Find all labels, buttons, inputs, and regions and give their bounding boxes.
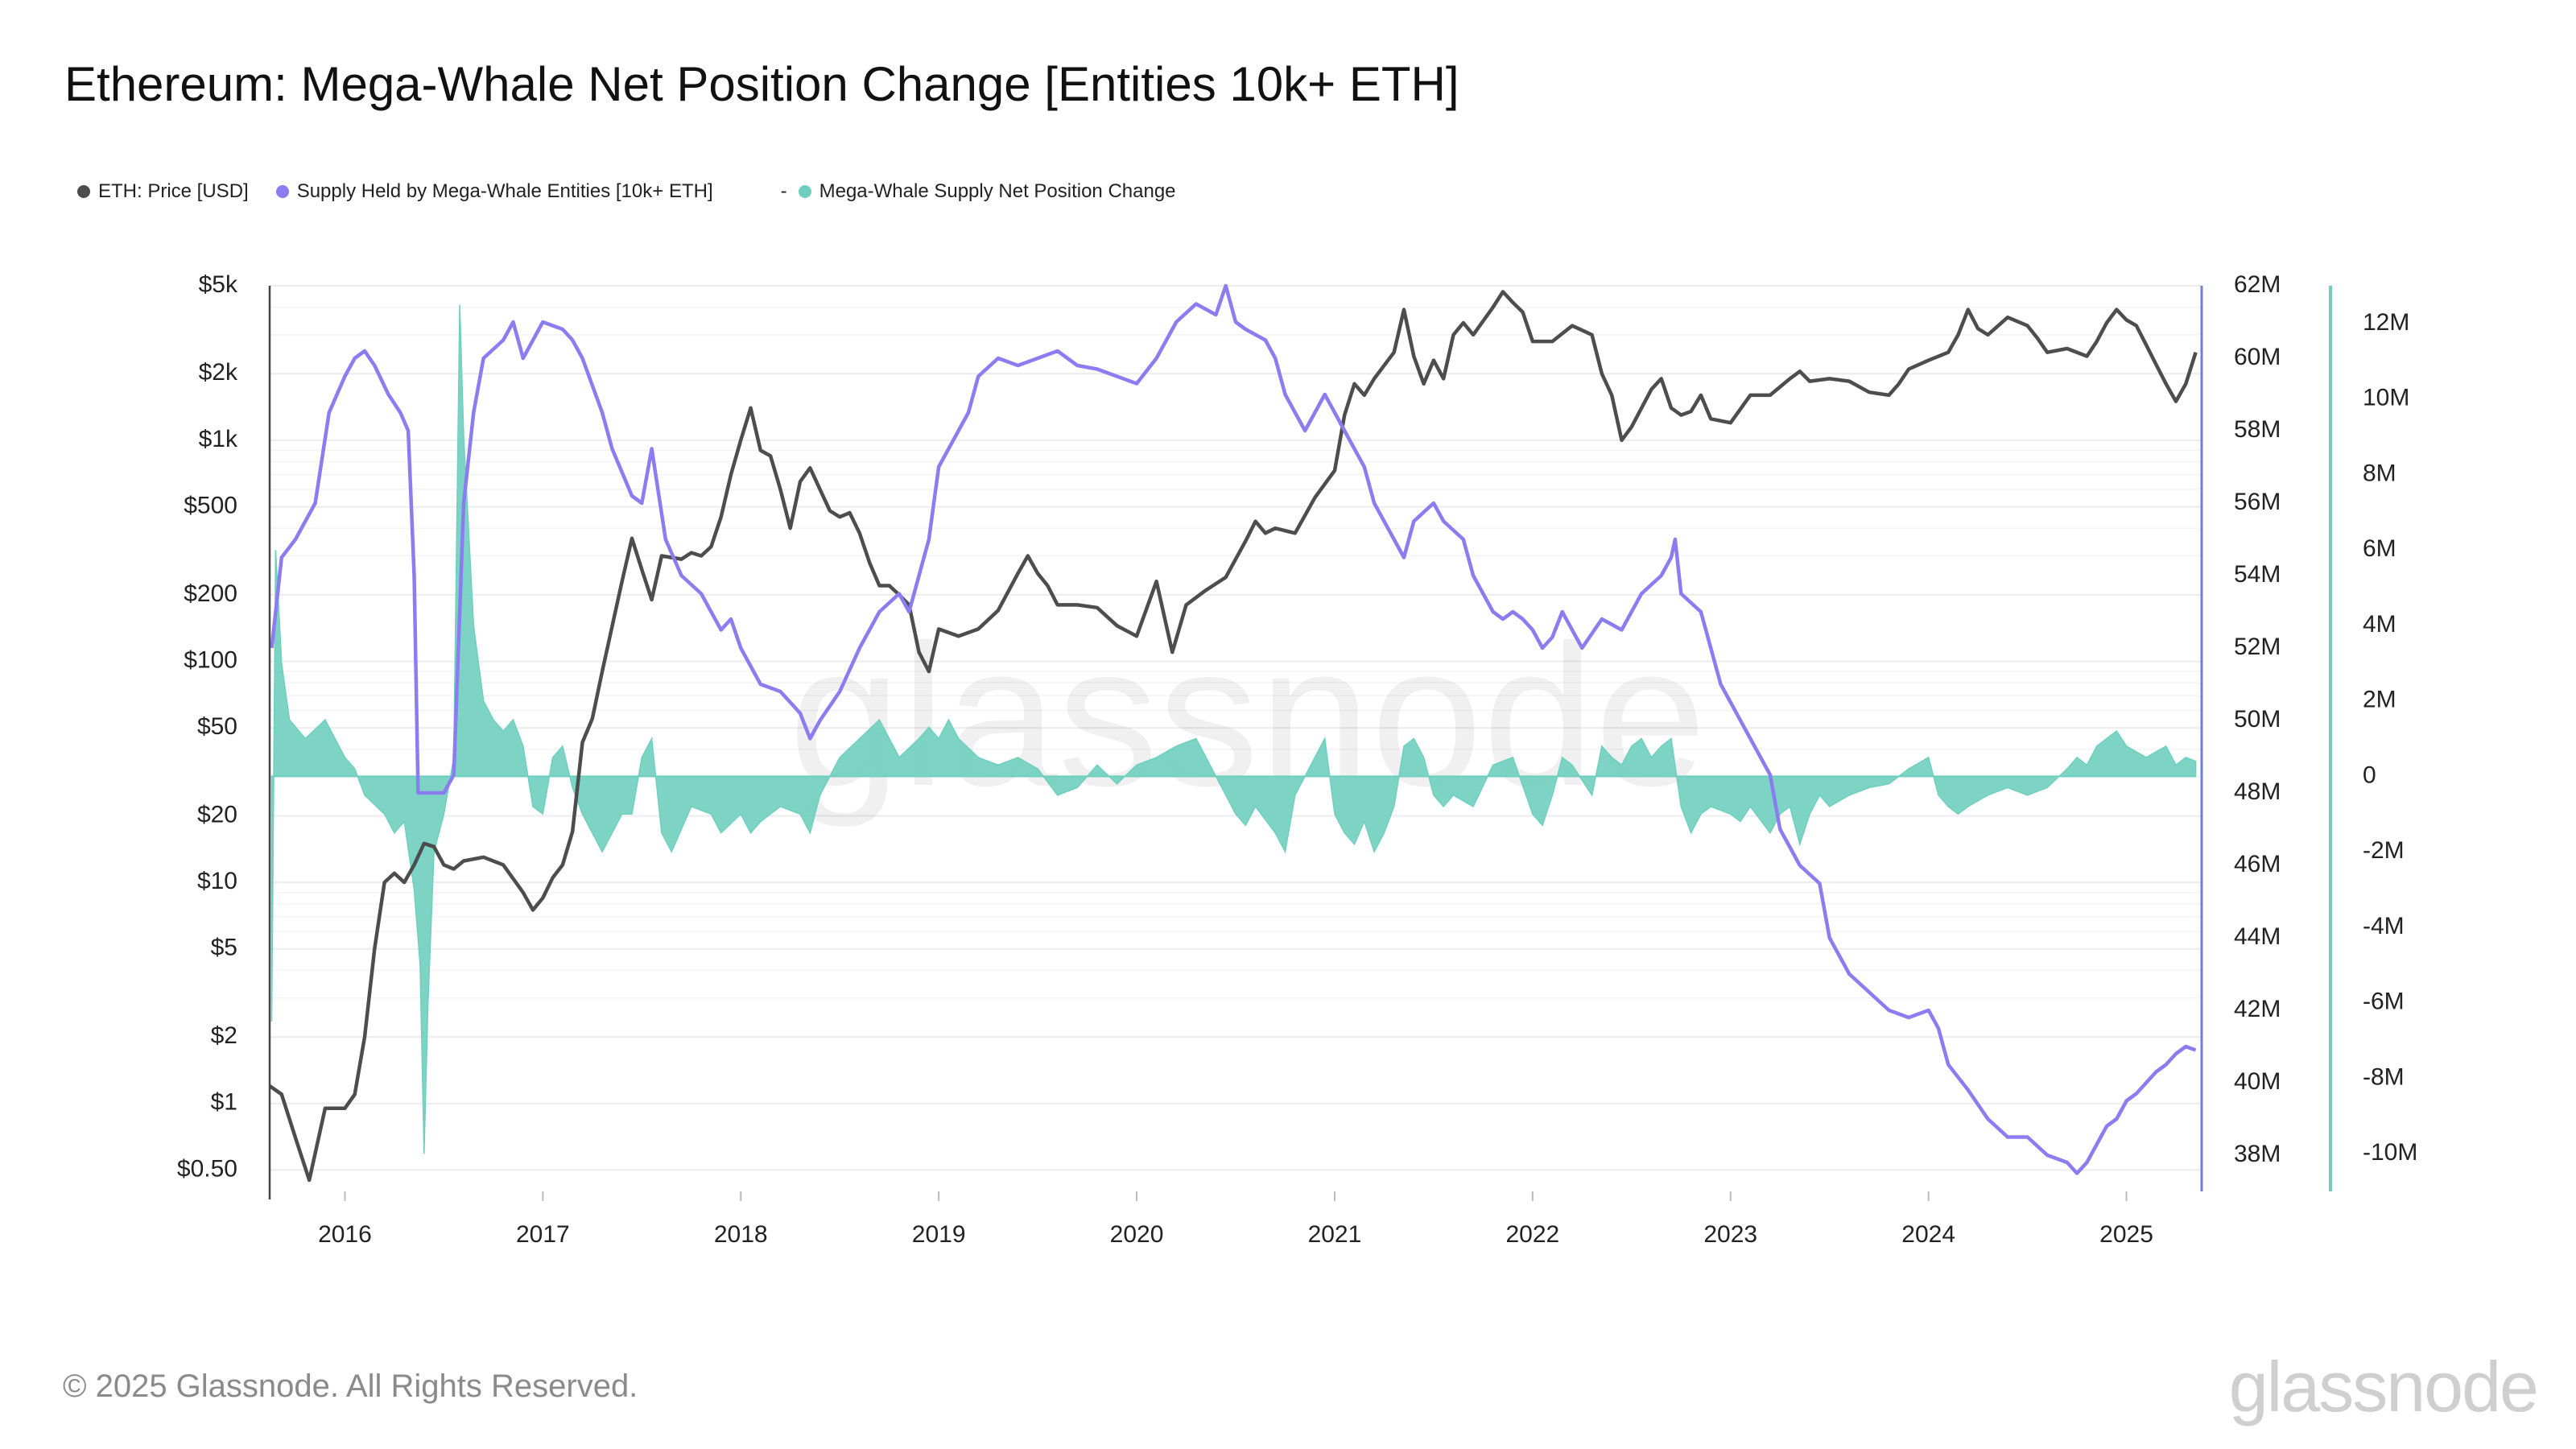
supply-tick-label: 62M	[2234, 271, 2281, 298]
net-change-tick-label: 2M	[2363, 687, 2396, 713]
price-tick-label: $20	[197, 801, 237, 828]
price-tick-label: $0.50	[177, 1155, 237, 1182]
net-change-tick-label: 6M	[2363, 535, 2396, 562]
net-change-tick-label: -2M	[2363, 837, 2405, 864]
x-tick-label: 2022	[1505, 1221, 1559, 1248]
legend-item-supply[interactable]: Supply Held by Mega-Whale Entities [10k+…	[275, 180, 713, 203]
x-tick-label: 2024	[1901, 1221, 1955, 1248]
series-line-supply	[270, 283, 2197, 1175]
supply-tick-label: 44M	[2234, 923, 2281, 950]
chart-legend: ETH: Price [USD] Supply Held by Mega-Wha…	[77, 180, 1203, 203]
copyright-footer: © 2025 Glassnode. All Rights Reserved.	[63, 1368, 638, 1404]
price-tick-label: $5k	[199, 271, 238, 298]
supply-tick-label: 54M	[2234, 561, 2281, 588]
legend-item-net-change[interactable]: Mega-Whale Supply Net Position Change	[798, 180, 1176, 203]
axes-layer	[268, 286, 2332, 1199]
brand-logo: glassnode	[2228, 1347, 2539, 1426]
net-change-tick-label: -4M	[2363, 913, 2405, 939]
supply-tick-label: 42M	[2234, 996, 2281, 1022]
price-tick-label: $500	[184, 493, 237, 519]
legend-dash: -	[780, 180, 787, 202]
x-tick-label: 2021	[1308, 1221, 1362, 1248]
price-tick-label: $1	[211, 1089, 237, 1116]
net-change-tick-label: 10M	[2363, 385, 2409, 411]
x-tick-label: 2016	[318, 1221, 372, 1248]
price-tick-label: $50	[197, 713, 237, 740]
supply-tick-label: 50M	[2234, 706, 2281, 733]
legend-item-price[interactable]: ETH: Price [USD]	[77, 180, 249, 203]
supply-tick-label: 38M	[2234, 1141, 2281, 1167]
price-tick-label: $200	[184, 580, 237, 607]
supply-tick-label: 48M	[2234, 778, 2281, 805]
price-tick-label: $2k	[199, 359, 238, 386]
net-change-tick-label: 4M	[2363, 611, 2396, 638]
net-change-tick-label: 0	[2363, 762, 2376, 788]
tick-labels-layer: $5k $2k $1k $500 $200 $100 $50 $20 $10 $5 $2 $1 $0.5…	[177, 271, 2417, 1248]
supply-tick-label: 40M	[2234, 1068, 2281, 1095]
series-area-net-change	[270, 304, 2197, 1154]
legend-dot-supply	[275, 185, 289, 198]
price-tick-label: $100	[184, 646, 237, 673]
x-tick-label: 2019	[912, 1221, 966, 1248]
x-tick-label: 2025	[2099, 1221, 2153, 1248]
net-change-area-layer	[270, 304, 2197, 1154]
x-tick-label: 2018	[714, 1221, 768, 1248]
legend-label-price: ETH: Price [USD]	[98, 180, 249, 202]
net-change-tick-label: 12M	[2363, 309, 2409, 336]
x-tick-label: 2017	[516, 1221, 570, 1248]
supply-tick-label: 46M	[2234, 851, 2281, 877]
net-change-tick-label: -10M	[2363, 1139, 2417, 1166]
legend-dot-net-change	[798, 185, 811, 198]
legend-dot-price	[77, 185, 90, 198]
net-change-tick-label: -8M	[2363, 1063, 2405, 1090]
price-tick-label: $2	[211, 1022, 237, 1049]
supply-tick-label: 60M	[2234, 344, 2281, 370]
legend-label-net-change: Mega-Whale Supply Net Position Change	[819, 180, 1176, 202]
net-change-tick-label: -6M	[2363, 989, 2405, 1015]
x-tick-label: 2023	[1703, 1221, 1757, 1248]
price-tick-label: $5	[211, 935, 237, 961]
net-change-tick-label: 8M	[2363, 460, 2396, 486]
supply-tick-label: 52M	[2234, 634, 2281, 660]
supply-tick-label: 58M	[2234, 416, 2281, 443]
price-tick-label: $1k	[199, 426, 238, 452]
chart-title: Ethereum: Mega-Whale Net Position Change…	[64, 57, 1459, 111]
x-tick-label: 2020	[1110, 1221, 1164, 1248]
price-tick-label: $10	[197, 868, 237, 894]
lines-layer	[268, 283, 2198, 1183]
series-line-price	[268, 290, 2198, 1183]
supply-tick-label: 56M	[2234, 489, 2281, 515]
legend-label-supply: Supply Held by Mega-Whale Entities [10k+…	[296, 180, 713, 202]
